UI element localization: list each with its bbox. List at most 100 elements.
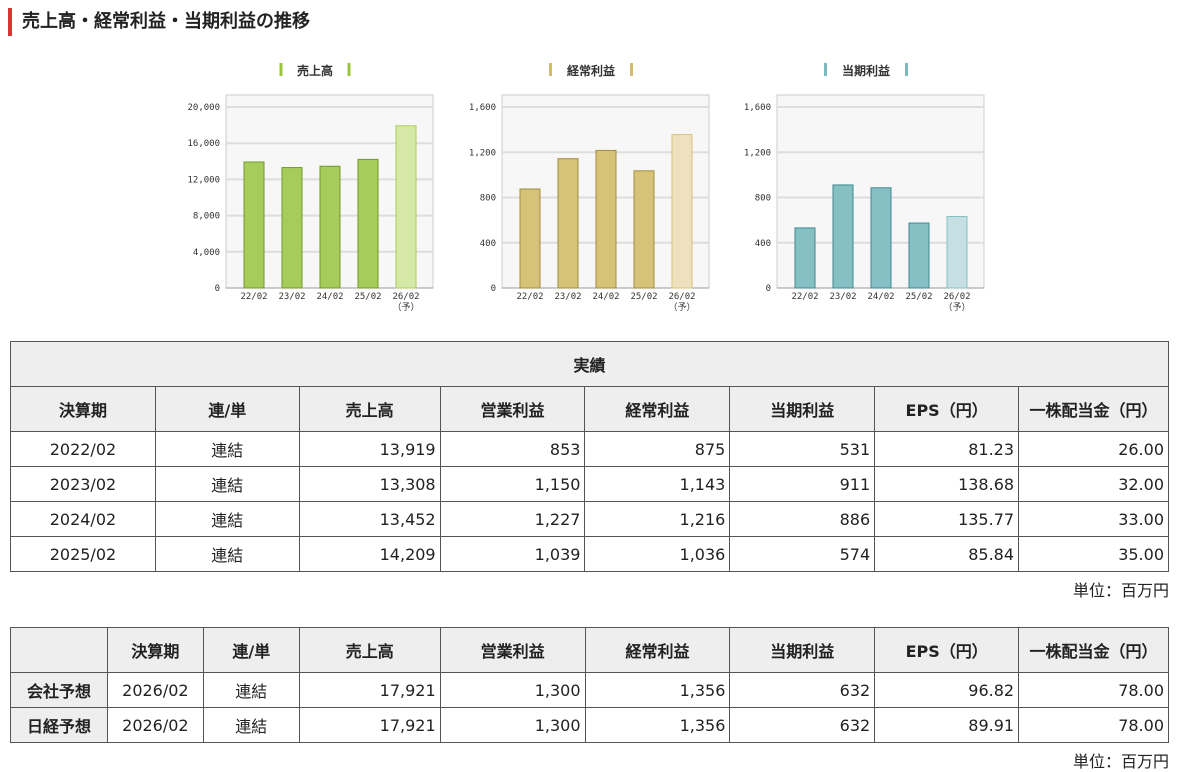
table-cell: 連結	[154, 501, 300, 537]
y-tick-label: 16,000	[187, 139, 220, 149]
table-cell: 1,150	[439, 466, 586, 502]
column-header: 営業利益	[439, 386, 586, 432]
table-cell: 1,036	[584, 536, 731, 572]
column-header: 当期利益	[729, 386, 876, 432]
table-cell: 85.84	[874, 536, 1020, 572]
x-tick-label: 24/02	[316, 292, 343, 302]
page-title: 売上高・経常利益・当期利益の推移	[8, 8, 310, 36]
y-tick-label: 20,000	[187, 103, 220, 113]
x-tick-label: 24/02	[592, 292, 619, 302]
y-tick-label: 12,000	[187, 175, 220, 185]
table-row: 2022/02 連結 13,919 853 875 531 81.23 26.00	[10, 431, 1169, 467]
table-cell: 17,921	[298, 707, 441, 743]
table-cell: 1,356	[584, 707, 731, 743]
column-header: 一株配当金（円）	[1018, 627, 1169, 673]
x-tick-label: 25/02	[630, 292, 657, 302]
x-tick-label: 26/02	[392, 292, 419, 302]
column-header: 連/単	[154, 386, 300, 432]
column-header: 決算期	[106, 627, 204, 673]
x-tick-label: 23/02	[278, 292, 305, 302]
table-caption: 実績	[10, 341, 1169, 387]
table-cell: 81.23	[874, 431, 1020, 467]
column-header: 決算期	[10, 386, 156, 432]
bar	[395, 125, 417, 289]
table-cell: 連結	[202, 707, 300, 743]
table-cell: 1,143	[584, 466, 731, 502]
column-header: EPS（円）	[874, 386, 1020, 432]
column-header: 一株配当金（円）	[1018, 386, 1169, 432]
legend-marker	[630, 63, 633, 76]
column-header: EPS（円）	[874, 627, 1020, 673]
table-cell: 574	[729, 536, 876, 572]
bar	[633, 170, 655, 289]
y-tick-label: 0	[215, 284, 220, 294]
table-cell: 13,452	[298, 501, 441, 537]
table-cell: 78.00	[1018, 672, 1169, 708]
table-row: 日経予想 2026/02 連結 17,921 1,300 1,356 632 89.91 78.…	[10, 707, 1169, 743]
column-header: 売上高	[298, 386, 441, 432]
table-cell: 2022/02	[10, 431, 156, 467]
x-tick-label: 24/02	[867, 292, 894, 302]
table-cell: 2026/02	[106, 672, 204, 708]
y-tick-label: 400	[755, 239, 771, 249]
y-tick-label: 800	[480, 194, 496, 204]
table-cell: 89.91	[874, 707, 1020, 743]
table-cell: 96.82	[874, 672, 1020, 708]
table-cell: 1,216	[584, 501, 731, 537]
table-cell: 2026/02	[106, 707, 204, 743]
table-cell: 連結	[202, 672, 300, 708]
legend-marker	[824, 63, 827, 76]
x-tick-label: 22/02	[791, 292, 818, 302]
table-cell: 1,227	[439, 501, 586, 537]
column-header	[10, 627, 108, 673]
table-cell: 14,209	[298, 536, 441, 572]
bar	[595, 149, 617, 289]
table-cell: 17,921	[298, 672, 441, 708]
table-cell: 連結	[154, 466, 300, 502]
legend-marker	[279, 63, 283, 76]
table-cell: 138.68	[874, 466, 1020, 502]
table-cell: 2024/02	[10, 501, 156, 537]
x-tick-label: 26/02	[668, 292, 695, 302]
net-profit-chart: 当期利益 0 400 800 1,200 1,600 22/02 23/02 24/02 25/0…	[721, 55, 1011, 320]
chart-title: 経常利益	[567, 63, 615, 78]
y-tick-label: 1,600	[744, 103, 771, 113]
chart-title: 売上高	[297, 63, 333, 78]
table-cell: 13,308	[298, 466, 441, 502]
bar	[319, 165, 341, 289]
table-row: 会社予想 2026/02 連結 17,921 1,300 1,356 632 96.82 78.…	[10, 672, 1169, 708]
bar	[519, 188, 541, 289]
legend-marker	[905, 63, 908, 76]
row-header: 会社予想	[10, 672, 108, 708]
y-tick-label: 1,200	[744, 148, 771, 158]
table-cell: 911	[729, 466, 876, 502]
column-header: 当期利益	[729, 627, 876, 673]
table-cell: 853	[439, 431, 586, 467]
table-row: 2023/02 連結 13,308 1,150 1,143 911 138.68 32.00	[10, 466, 1169, 502]
x-tick-label: 23/02	[829, 292, 856, 302]
forecast-mark: （予）	[392, 302, 419, 313]
x-tick-label: 26/02	[943, 292, 970, 302]
bar	[243, 161, 265, 289]
table-cell: 32.00	[1018, 466, 1169, 502]
table-cell: 33.00	[1018, 501, 1169, 537]
sales-chart: 売上高 0 4,000 8,000 12,000 16,000 20,000 22/02 23/…	[170, 55, 460, 320]
table-cell: 632	[729, 707, 876, 743]
y-tick-label: 0	[766, 284, 771, 294]
column-header: 経常利益	[584, 386, 731, 432]
row-header: 日経予想	[10, 707, 108, 743]
table-cell: 連結	[154, 536, 300, 572]
table-cell: 632	[729, 672, 876, 708]
column-header: 売上高	[298, 627, 441, 673]
unit-label: 単位：百万円	[1072, 581, 1169, 600]
table-cell: 78.00	[1018, 707, 1169, 743]
y-tick-label: 800	[755, 194, 771, 204]
table-cell: 35.00	[1018, 536, 1169, 572]
legend-marker	[549, 63, 552, 76]
forecast-mark: （予）	[943, 302, 970, 313]
bar	[281, 167, 303, 289]
legend-marker	[347, 63, 351, 76]
x-tick-label: 25/02	[905, 292, 932, 302]
table-row: 2025/02 連結 14,209 1,039 1,036 574 85.84 35.00	[10, 536, 1169, 572]
chart-title: 当期利益	[842, 63, 890, 78]
